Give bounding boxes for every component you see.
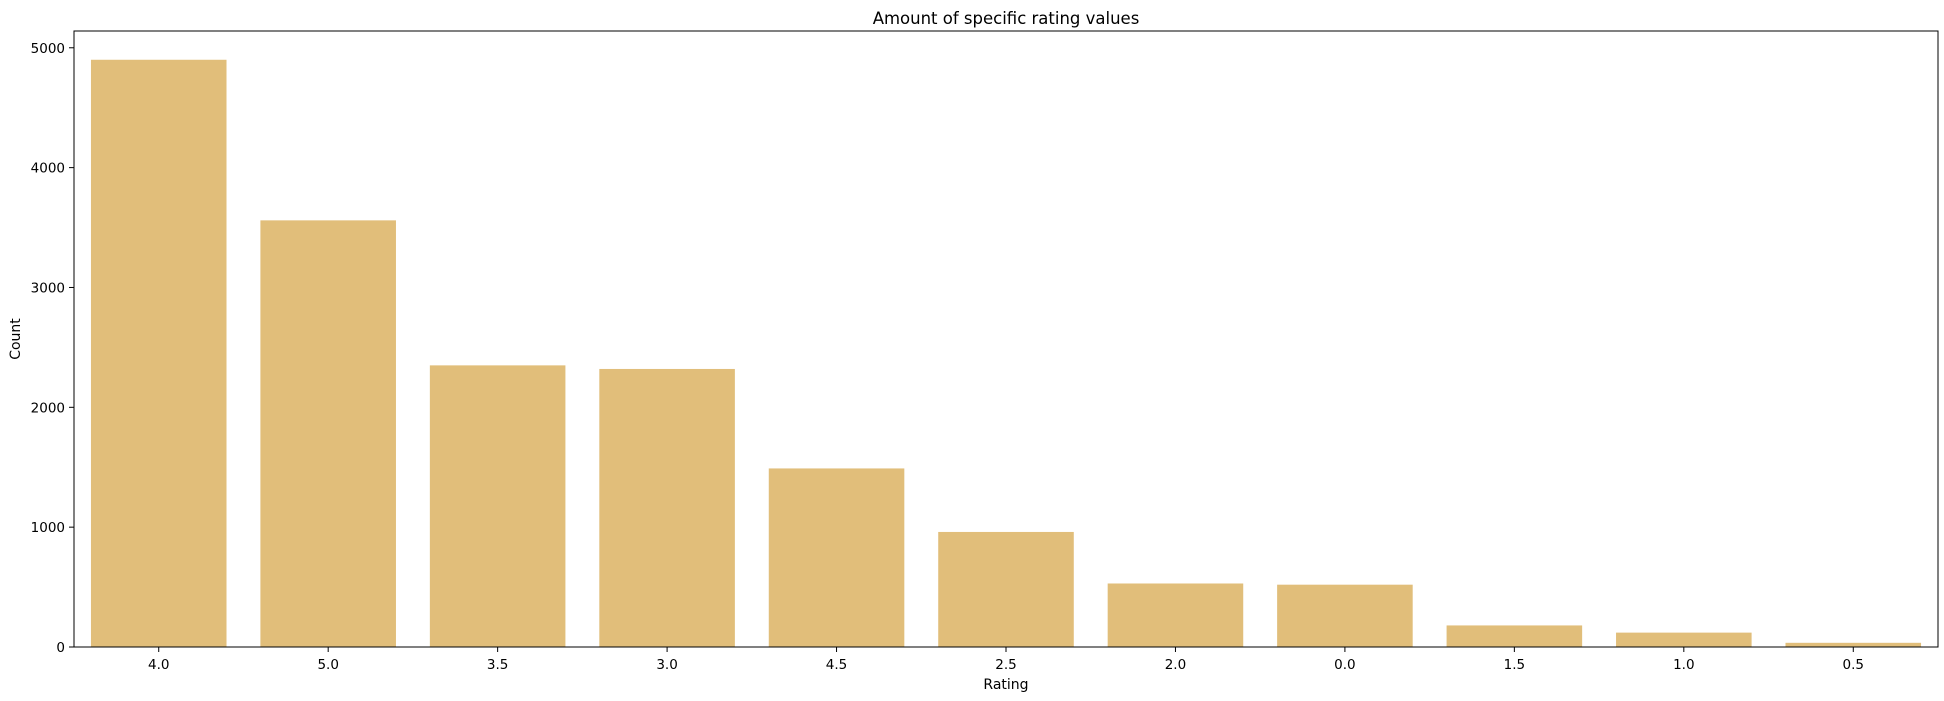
y-tick-label: 2000	[31, 400, 65, 416]
x-tick-label: 5.0	[317, 657, 338, 673]
bar-1.0	[1616, 632, 1752, 647]
y-tick-label: 4000	[31, 161, 65, 177]
plot-frame	[73, 30, 1939, 648]
bar-0.5	[1785, 642, 1922, 647]
y-tick-label: 3000	[31, 280, 65, 296]
x-tick-label: 0.0	[1334, 657, 1355, 673]
x-tick-label: 0.5	[1843, 657, 1864, 673]
bars-group	[90, 59, 1922, 648]
y-axis-label: Count	[8, 318, 24, 360]
bar-3.0	[599, 368, 735, 647]
bar-5.0	[260, 220, 396, 648]
bar-1.5	[1446, 625, 1583, 647]
chart-title: Amount of specific rating values	[873, 9, 1140, 28]
x-tick-label: 4.5	[826, 657, 847, 673]
y-tick-label: 1000	[31, 520, 65, 536]
x-tick-label: 1.0	[1673, 657, 1694, 673]
bar-2.0	[1107, 583, 1244, 647]
bar-0.0	[1277, 584, 1413, 647]
bar-3.5	[429, 365, 566, 647]
x-tick-label: 1.5	[1504, 657, 1525, 673]
x-tick-label: 3.5	[487, 657, 508, 673]
x-axis-label: Rating	[983, 677, 1028, 693]
bar-2.5	[938, 531, 1074, 647]
x-tick-label: 2.5	[995, 657, 1016, 673]
y-tick-label: 5000	[31, 41, 65, 57]
y-tick-label: 0	[56, 640, 65, 656]
x-tick-label: 2.0	[1165, 657, 1186, 673]
x-axis: 4.0 5.0 3.5 3.0 4.5 2.5 2.0 0.0 1.5 1.0 0.5	[148, 647, 1864, 673]
x-tick-label: 3.0	[656, 657, 677, 673]
bar-4.0	[90, 59, 227, 648]
y-axis: 0 1000 2000 3000 4000 5000	[31, 41, 74, 656]
x-tick-label: 4.0	[148, 657, 169, 673]
bar-4.5	[768, 468, 905, 647]
